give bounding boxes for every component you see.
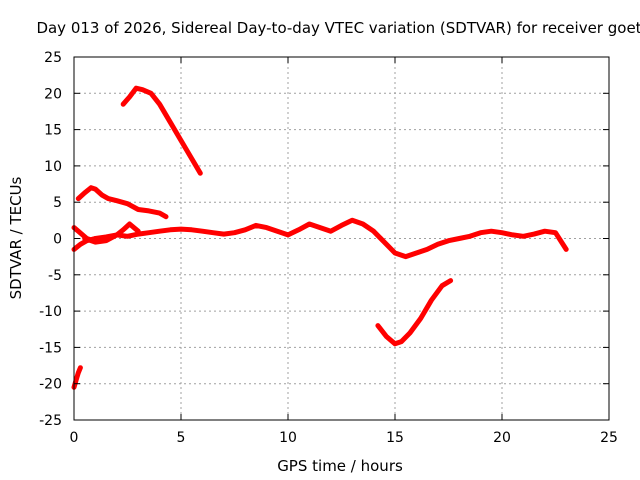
series-line-arc-3: [71, 217, 569, 260]
grid: [74, 57, 609, 420]
y-tick-label: -25: [39, 413, 62, 429]
y-tick-label: 25: [44, 50, 62, 66]
y-tick-label: 20: [44, 86, 62, 102]
y-tick-label: -10: [39, 304, 62, 320]
x-axis-label: GPS time / hours: [277, 457, 403, 475]
y-tick-label: 15: [44, 123, 62, 139]
series-line-arc-7: [375, 278, 454, 347]
y-tick-label: 5: [53, 195, 62, 211]
series-line-arc-4: [75, 185, 169, 220]
x-tick-label: 10: [279, 430, 297, 446]
series-line-arc-1: [71, 365, 83, 390]
x-tick-label: 5: [177, 430, 186, 446]
series-line-arc-5: [82, 221, 141, 245]
x-tick-label: 0: [70, 430, 79, 446]
x-tick-label: 20: [493, 430, 511, 446]
chart-title: Day 013 of 2026, Sidereal Day-to-day VTE…: [36, 19, 640, 37]
y-tick-label: -5: [48, 268, 62, 284]
y-tick-label: 0: [53, 232, 62, 248]
series-layer: [71, 85, 569, 390]
y-tick-label: -20: [39, 377, 62, 393]
series-line-arc-6: [120, 85, 203, 176]
y-tick-label: 10: [44, 159, 62, 175]
x-tick-label: 15: [386, 430, 404, 446]
y-axis-label: SDTVAR / TECUs: [7, 176, 25, 299]
x-tick-label: 25: [600, 430, 618, 446]
axis-ticks: 0 5 10 15 20 25 -25 -20 -15 -10 -5 0 5 10 15 20 25: [39, 50, 618, 446]
y-tick-label: -15: [39, 340, 62, 356]
